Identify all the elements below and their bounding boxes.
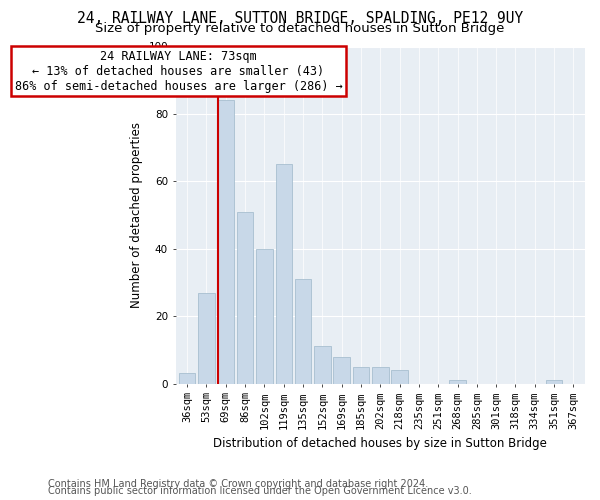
Bar (237, 212, 253, 384)
Bar (218, 100, 234, 384)
Bar (546, 380, 562, 384)
Bar (295, 279, 311, 384)
Bar (314, 346, 331, 384)
Bar (256, 248, 272, 384)
Bar (449, 380, 466, 384)
Text: 24, RAILWAY LANE, SUTTON BRIDGE, SPALDING, PE12 9UY: 24, RAILWAY LANE, SUTTON BRIDGE, SPALDIN… (77, 11, 523, 26)
Bar (391, 370, 408, 384)
Text: Contains HM Land Registry data © Crown copyright and database right 2024.: Contains HM Land Registry data © Crown c… (48, 479, 428, 489)
X-axis label: Distribution of detached houses by size in Sutton Bridge: Distribution of detached houses by size … (214, 437, 547, 450)
Y-axis label: Number of detached properties: Number of detached properties (130, 122, 143, 308)
Text: 24 RAILWAY LANE: 73sqm
← 13% of detached houses are smaller (43)
86% of semi-det: 24 RAILWAY LANE: 73sqm ← 13% of detached… (14, 50, 343, 93)
Bar (372, 366, 389, 384)
Bar (198, 292, 215, 384)
Bar (179, 374, 196, 384)
Bar (334, 356, 350, 384)
Bar (353, 366, 369, 384)
Text: Contains public sector information licensed under the Open Government Licence v3: Contains public sector information licen… (48, 486, 472, 496)
Bar (275, 164, 292, 384)
Text: Size of property relative to detached houses in Sutton Bridge: Size of property relative to detached ho… (95, 22, 505, 35)
